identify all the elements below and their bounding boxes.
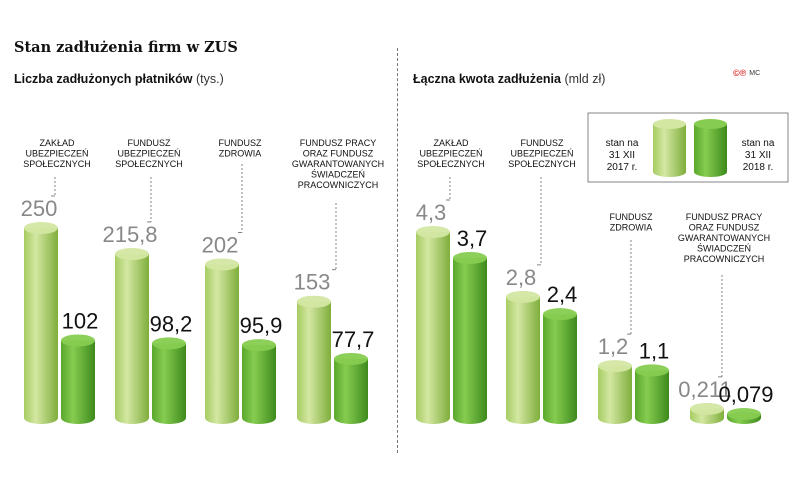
leader-line-0-2 — [238, 164, 243, 233]
right-chart-unit: (mld zł) — [564, 72, 606, 86]
category-label-0-2: ZDROWIA — [219, 149, 262, 159]
category-label-0-1: UBEZPIECZEŃ — [117, 149, 180, 159]
legend-label-2017: stan na — [606, 138, 639, 149]
left-chart-unit: (tys.) — [195, 72, 224, 86]
leader-line-1-3 — [718, 275, 723, 378]
bar-2018-1-3 — [727, 408, 761, 424]
bar-2018-1-1 — [543, 308, 577, 424]
right-chart-title-text: Łączna kwota zadłużenia — [413, 72, 561, 86]
bar-2017-0-1 — [115, 247, 149, 424]
logo-mark: ©℗ — [733, 68, 747, 78]
value-label-2018-1-3: 0,079 — [718, 382, 773, 407]
category-label-1-3: PRACOWNICZYCH — [684, 254, 765, 264]
category-label-1-0: SPOŁECZNYCH — [417, 159, 485, 169]
category-label-0-1: SPOŁECZNYCH — [115, 159, 183, 169]
category-label-0-3: ŚWIADCZEŃ — [311, 169, 365, 180]
bar-2018-1-0 — [453, 251, 487, 424]
legend-label-2017: 31 XII — [609, 150, 635, 161]
page-title: Stan zadłużenia firm w ZUS — [14, 39, 238, 56]
value-label-2017-0-2: 202 — [202, 232, 239, 257]
leader-line-1-1 — [537, 177, 542, 266]
category-label-1-3: GWARANTOWANYCH — [678, 233, 770, 243]
category-label-0-1: FUNDUSZ — [128, 138, 171, 148]
leader-line-1-2 — [627, 240, 632, 335]
leader-line-0-1 — [147, 177, 152, 223]
bar-2017-0-2 — [205, 258, 239, 424]
category-label-1-1: UBEZPIECZEŃ — [510, 149, 573, 159]
value-label-2018-0-0: 102 — [62, 308, 99, 333]
publisher-logo: ©℗ MC — [733, 68, 760, 78]
legend-label-2017: 2017 r. — [607, 162, 638, 173]
leader-line-1-0 — [446, 177, 451, 201]
category-label-1-2: FUNDUSZ — [610, 212, 653, 222]
value-label-2017-0-0: 250 — [21, 196, 58, 221]
value-label-2017-1-2: 1,2 — [598, 334, 629, 359]
bar-2018-0-1 — [152, 337, 186, 424]
value-label-2018-1-0: 3,7 — [457, 226, 488, 251]
value-label-2018-1-1: 2,4 — [547, 282, 578, 307]
category-label-1-1: FUNDUSZ — [521, 138, 564, 148]
bar-2017-0-0 — [24, 222, 58, 424]
category-label-1-0: ZAKŁAD — [433, 138, 469, 148]
category-label-1-3: ORAZ FUNDUSZ — [689, 223, 760, 233]
right-chart-title: Łączna kwota zadłużenia (mld zł) — [413, 72, 605, 86]
bar-2017-1-2 — [598, 360, 632, 424]
value-label-2017-0-1: 215,8 — [102, 222, 157, 247]
leader-line-0-3 — [332, 203, 337, 271]
legend-label-2018: 31 XII — [745, 150, 771, 161]
category-label-0-3: ORAZ FUNDUSZ — [303, 149, 374, 159]
bar-2017-1-1 — [506, 290, 540, 424]
bar-2018-0-0 — [61, 334, 95, 424]
category-label-1-2: ZDROWIA — [610, 223, 653, 233]
value-label-2017-0-3: 153 — [294, 270, 331, 295]
leader-line-0-0 — [51, 177, 56, 197]
left-chart-title-text: Liczba zadłużonych płatników — [14, 72, 193, 86]
category-label-0-0: ZAKŁAD — [39, 138, 75, 148]
legend-label-2018: stan na — [742, 138, 775, 149]
legend-swatch-2017 — [653, 119, 686, 177]
logo-author: MC — [749, 70, 761, 77]
left-chart-title: Liczba zadłużonych płatników (tys.) — [14, 72, 224, 86]
bar-2018-0-2 — [242, 339, 276, 424]
bar-2018-0-3 — [334, 352, 368, 424]
category-label-0-0: UBEZPIECZEŃ — [25, 149, 88, 159]
category-label-0-0: SPOŁECZNYCH — [23, 159, 91, 169]
value-label-2017-1-0: 4,3 — [416, 200, 447, 225]
value-label-2018-0-1: 98,2 — [150, 311, 193, 336]
bar-2017-1-0 — [416, 226, 450, 424]
legend-label-2018: 2018 r. — [743, 162, 774, 173]
bar-2017-0-3 — [297, 295, 331, 424]
panel-divider — [397, 48, 398, 453]
legend-swatch-2018 — [694, 119, 727, 177]
bar-2018-1-2 — [635, 364, 669, 424]
category-label-0-2: FUNDUSZ — [219, 138, 262, 148]
category-label-1-3: ŚWIADCZEŃ — [697, 243, 751, 254]
category-label-0-3: GWARANTOWANYCH — [292, 159, 384, 169]
value-label-2018-0-3: 77,7 — [332, 327, 375, 352]
value-label-2017-1-3: 0,211 — [678, 377, 731, 402]
value-label-2018-1-2: 1,1 — [639, 338, 670, 363]
value-label-2018-0-2: 95,9 — [240, 313, 283, 338]
category-label-0-3: FUNDUSZ PRACY — [300, 138, 377, 148]
value-label-2017-1-1: 2,8 — [506, 265, 537, 290]
category-label-1-0: UBEZPIECZEŃ — [419, 149, 482, 159]
category-label-1-3: FUNDUSZ PRACY — [686, 212, 763, 222]
bar-2017-1-3 — [690, 402, 724, 424]
category-label-1-1: SPOŁECZNYCH — [508, 159, 576, 169]
category-label-0-3: PRACOWNICZYCH — [298, 180, 379, 190]
